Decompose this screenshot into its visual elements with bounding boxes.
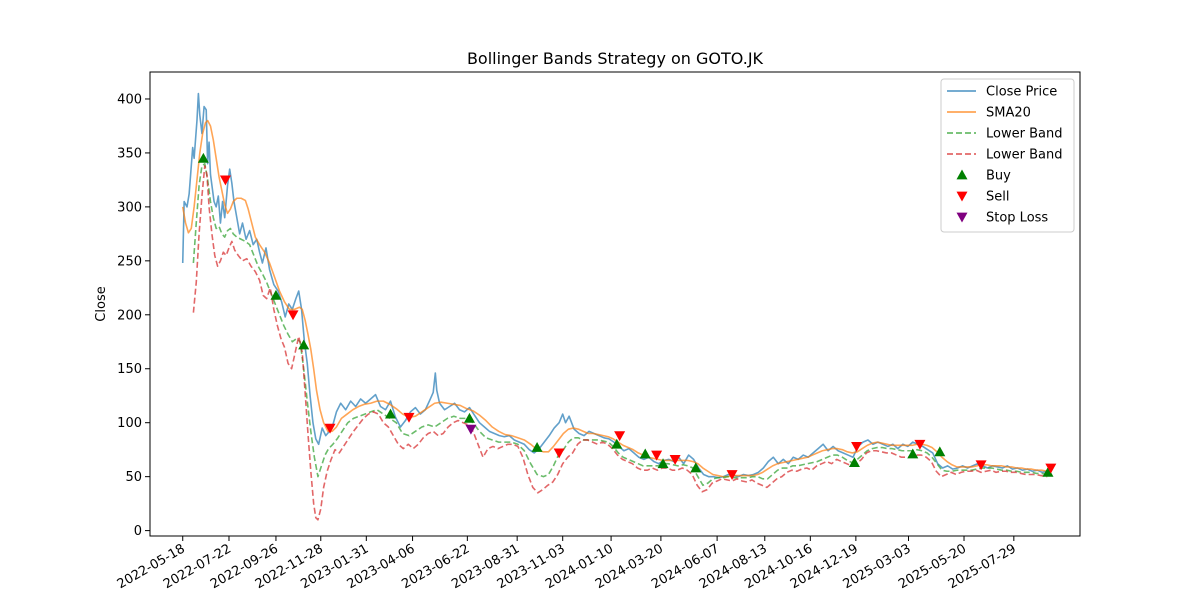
legend-label: Sell bbox=[986, 190, 1009, 205]
stop-loss-marker bbox=[465, 424, 477, 435]
legend-label: Stop Loss bbox=[986, 211, 1048, 226]
y-tick-label: 250 bbox=[117, 254, 142, 269]
sell-marker bbox=[614, 431, 626, 442]
sell-marker bbox=[1045, 463, 1057, 474]
series-line-1 bbox=[181, 92, 1048, 479]
y-tick-label: 350 bbox=[117, 146, 142, 161]
buy-marker bbox=[639, 448, 651, 459]
legend-label: SMA20 bbox=[986, 106, 1031, 121]
buy-marker bbox=[298, 339, 310, 350]
legend-label: Lower Band bbox=[986, 148, 1062, 163]
y-axis-label: Close bbox=[94, 286, 109, 321]
buy-marker bbox=[197, 152, 209, 163]
buy-marker bbox=[531, 442, 543, 452]
series-line-4 bbox=[192, 165, 1048, 521]
marker-layer bbox=[197, 152, 1057, 480]
sell-marker bbox=[403, 412, 415, 423]
y-tick-label: 100 bbox=[117, 416, 142, 431]
y-tick-label: 300 bbox=[117, 200, 142, 215]
buy-marker bbox=[934, 446, 946, 457]
chart-title: Bollinger Bands Strategy on GOTO.JK bbox=[467, 49, 764, 68]
buy-marker bbox=[463, 412, 475, 423]
legend-swatch-marker bbox=[956, 212, 968, 223]
buy-marker bbox=[848, 457, 860, 468]
buy-marker bbox=[270, 289, 282, 300]
y-tick-label: 200 bbox=[117, 308, 142, 323]
sell-marker bbox=[553, 448, 565, 459]
buy-marker bbox=[657, 458, 669, 469]
sell-marker bbox=[324, 423, 336, 434]
y-tick-label: 50 bbox=[125, 470, 142, 485]
sell-marker bbox=[914, 439, 926, 450]
buy-marker bbox=[385, 408, 397, 419]
buy-marker bbox=[907, 448, 919, 459]
sell-marker bbox=[287, 310, 299, 321]
sell-marker bbox=[669, 454, 681, 465]
axes: 0501001502002503003504002022-05-182022-0… bbox=[115, 92, 1019, 592]
sell-marker bbox=[851, 442, 863, 452]
legend: Close Price SMA20 Lower Band Lower Band Buy S… bbox=[940, 78, 1075, 233]
plot-frame bbox=[149, 71, 1081, 537]
sell-marker bbox=[651, 450, 663, 461]
buy-marker bbox=[1042, 466, 1054, 477]
buy-marker bbox=[690, 462, 702, 473]
series-line-2 bbox=[181, 119, 1048, 478]
y-tick-label: 400 bbox=[117, 92, 142, 107]
sell-marker bbox=[975, 460, 987, 471]
legend-label: Buy bbox=[986, 169, 1011, 184]
legend-label: Lower Band bbox=[986, 127, 1062, 142]
series-layer bbox=[181, 92, 1048, 521]
legend-box bbox=[940, 78, 1075, 233]
y-tick-label: 0 bbox=[134, 524, 142, 539]
legend-swatch-marker bbox=[956, 169, 968, 180]
y-tick-label: 150 bbox=[117, 362, 142, 377]
buy-marker bbox=[611, 438, 623, 449]
legend-swatch-marker bbox=[956, 191, 968, 202]
sell-marker bbox=[219, 175, 231, 186]
sell-marker bbox=[726, 470, 738, 480]
legend-label: Close Price bbox=[986, 85, 1057, 100]
